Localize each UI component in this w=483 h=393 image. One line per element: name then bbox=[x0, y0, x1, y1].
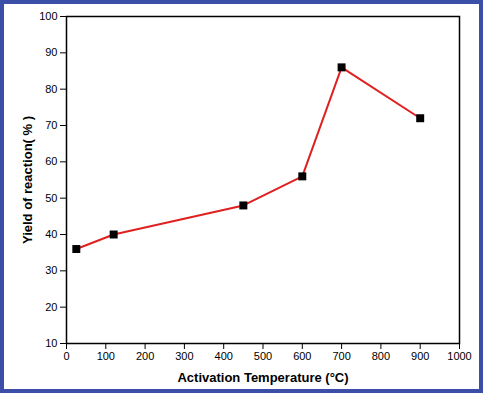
svg-text:300: 300 bbox=[175, 350, 193, 362]
svg-text:100: 100 bbox=[97, 350, 115, 362]
svg-text:600: 600 bbox=[293, 350, 311, 362]
svg-text:20: 20 bbox=[45, 301, 57, 313]
svg-text:10: 10 bbox=[45, 337, 57, 349]
svg-text:0: 0 bbox=[63, 350, 69, 362]
svg-text:1000: 1000 bbox=[447, 350, 471, 362]
svg-text:60: 60 bbox=[45, 155, 57, 167]
svg-text:Yield of reaction( % ): Yield of reaction( % ) bbox=[20, 116, 35, 244]
svg-text:Activation Temperature (°C): Activation Temperature (°C) bbox=[177, 370, 348, 385]
svg-text:70: 70 bbox=[45, 119, 57, 131]
svg-text:900: 900 bbox=[411, 350, 429, 362]
svg-text:400: 400 bbox=[215, 350, 233, 362]
svg-text:30: 30 bbox=[45, 264, 57, 276]
svg-text:100: 100 bbox=[39, 10, 57, 22]
svg-text:800: 800 bbox=[372, 350, 390, 362]
svg-text:700: 700 bbox=[332, 350, 350, 362]
svg-text:90: 90 bbox=[45, 46, 57, 58]
svg-text:500: 500 bbox=[254, 350, 272, 362]
svg-text:40: 40 bbox=[45, 228, 57, 240]
svg-text:50: 50 bbox=[45, 192, 57, 204]
svg-text:80: 80 bbox=[45, 83, 57, 95]
svg-text:200: 200 bbox=[136, 350, 154, 362]
